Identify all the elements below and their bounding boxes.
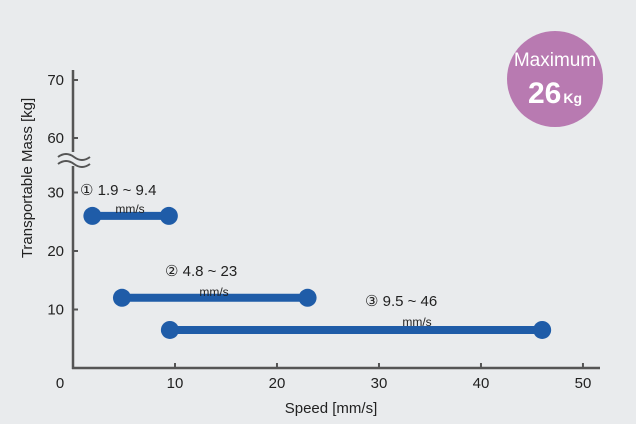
range-unit: mm/s [115,202,144,216]
badge-unit: Kg [563,90,582,106]
range-label: ② 4.8 ~ 23 [165,263,237,280]
x-tick-label: 50 [575,375,592,392]
x-tick-label: 20 [269,375,286,392]
y-axis-title: Transportable Mass [kg] [19,98,36,258]
range-bar-2: ② 4.8 ~ 23 mm/s [112,263,317,307]
range-bar-3: ③ 9.5 ~ 46 mm/s [160,293,552,339]
range-start-point [83,206,102,225]
x-tick-label: 0 [56,375,64,392]
range-end-point [533,320,552,339]
x-tick-label: 10 [167,375,184,392]
maximum-mass-badge: Maximum 26 Kg [507,31,603,127]
range-unit: mm/s [199,285,228,299]
y-axis-break-mark [57,153,91,168]
axis-break-gap [64,152,82,166]
range-label: ① 1.9 ~ 9.4 [80,182,156,199]
y-tick-label: 20 [47,243,64,260]
range-end-point [298,288,317,307]
x-axis-title: Speed [mm/s] [285,400,378,417]
y-tick-label: 10 [47,302,64,319]
y-tick-label: 70 [47,72,64,89]
x-tick-label: 40 [473,375,490,392]
badge-value: 26 [528,77,561,110]
range-unit: mm/s [402,315,431,329]
y-tick-label: 60 [47,130,64,147]
range-label: ③ 9.5 ~ 46 [365,293,437,310]
range-start-point [160,320,179,339]
range-bar-1: ① 1.9 ~ 9.4 mm/s [80,182,178,225]
y-tick-label: 30 [47,185,64,202]
badge-circle [507,31,603,127]
range-start-point [112,288,131,307]
x-tick-label: 30 [371,375,388,392]
badge-value-line: 26 Kg [528,77,582,110]
badge-label: Maximum [514,50,596,71]
range-end-point [159,206,178,225]
